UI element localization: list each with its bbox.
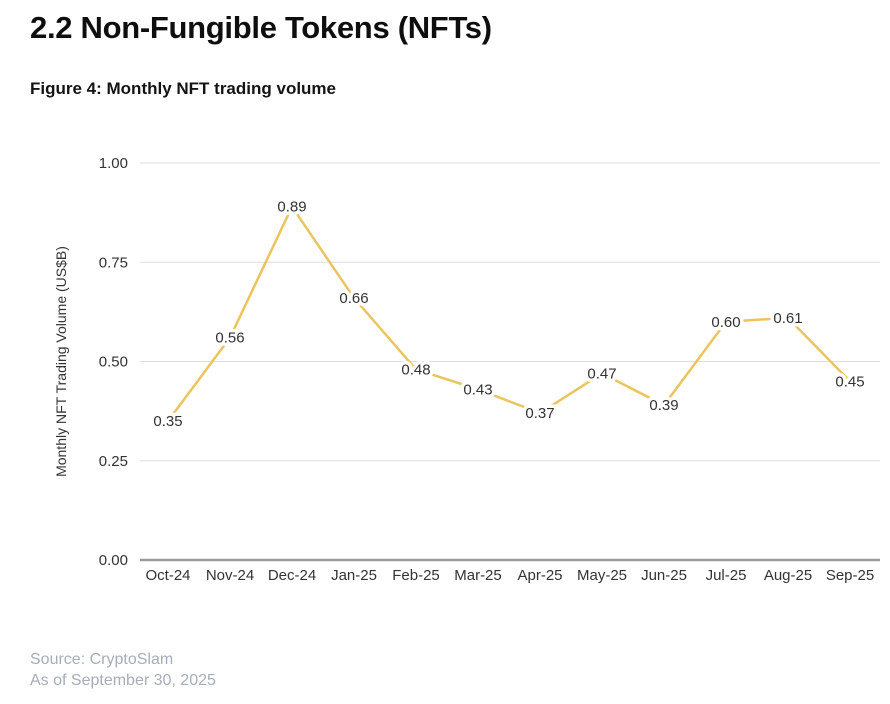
data-point-label: 0.39 [649,397,678,414]
y-tick-label: 1.00 [99,155,128,172]
data-point-label: 0.47 [587,365,616,382]
x-tick-label: Oct-24 [145,567,190,584]
x-tick-label: Sep-25 [826,567,874,584]
data-point-label: 0.37 [525,405,554,422]
data-point-label: 0.89 [277,199,306,216]
data-point-label: 0.45 [835,373,864,390]
x-tick-label: Nov-24 [206,567,254,584]
x-tick-label: Feb-25 [392,567,440,584]
nft-trading-volume-line-chart: 0.00 0.25 0.50 0.75 1.00 Monthly NFT Trading … [53,155,880,584]
data-point-label: 0.66 [339,290,368,307]
x-tick-label: Aug-25 [764,567,812,584]
data-point-label: 0.35 [153,413,182,430]
data-point-label: 0.43 [463,381,492,398]
x-tick-label: Jul-25 [706,567,747,584]
section-title: 2.2 Non-Fungible Tokens (NFTs) [30,10,492,45]
data-point-label: 0.60 [711,314,740,331]
y-tick-label: 0.75 [99,254,128,271]
chart-area: 0.00 0.25 0.50 0.75 1.00 Monthly NFT Trading … [0,130,890,635]
data-point-label: 0.61 [773,310,802,327]
x-tick-label: Dec-24 [268,567,316,584]
data-point-label: 0.48 [401,361,430,378]
source-line: Source: CryptoSlam [30,651,174,668]
as-of-line: As of September 30, 2025 [30,672,216,689]
x-tick-label: Jun-25 [641,567,687,584]
data-point-label: 0.56 [215,330,244,347]
x-tick-label: Jan-25 [331,567,377,584]
x-tick-label: May-25 [577,567,627,584]
chart-source-block: Source: CryptoSlam As of September 30, 2… [30,649,216,691]
y-tick-label: 0.00 [99,552,128,569]
figure-caption: Figure 4: Monthly NFT trading volume [30,79,336,98]
x-tick-label: Apr-25 [517,567,562,584]
y-axis-title: Monthly NFT Trading Volume (US$B) [53,246,69,477]
y-tick-label: 0.25 [99,453,128,470]
trend-line [166,205,852,423]
y-tick-label: 0.50 [99,354,128,371]
x-tick-label: Mar-25 [454,567,502,584]
